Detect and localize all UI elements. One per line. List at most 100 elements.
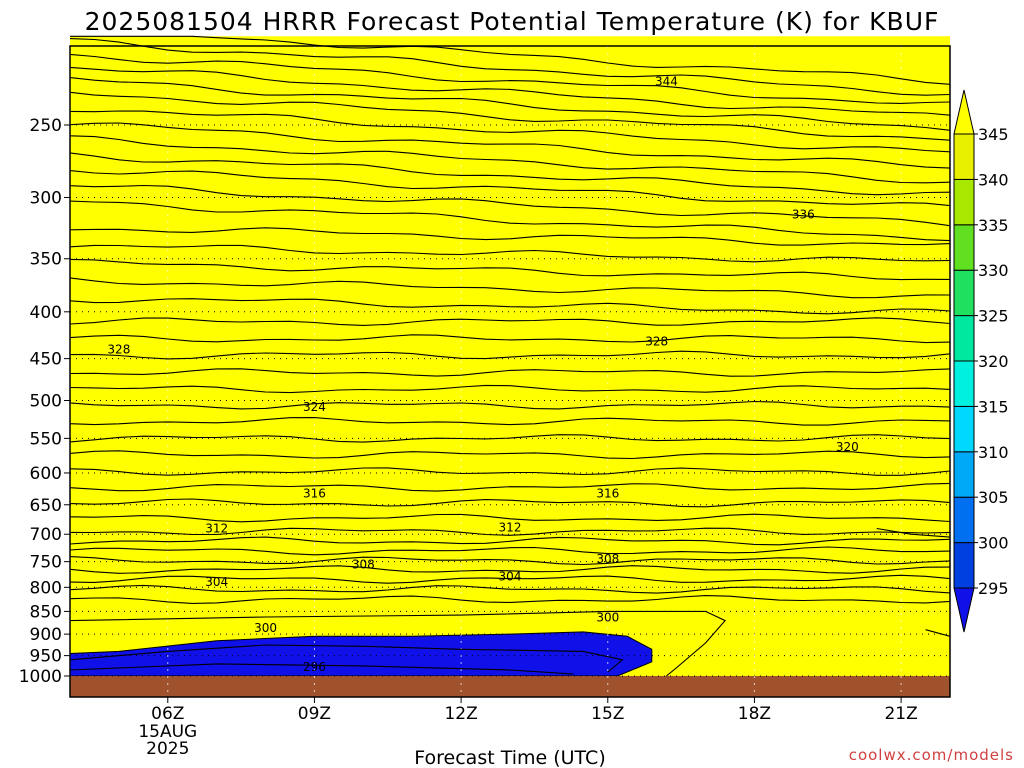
contour-line <box>69 135 951 184</box>
contour-line <box>69 556 951 566</box>
contour-line <box>69 450 951 460</box>
y-tick-label: 950 <box>30 647 62 667</box>
contour-line <box>69 110 951 153</box>
contour-line <box>69 400 951 410</box>
contour-line <box>69 258 951 281</box>
x-date-label: 2025 <box>146 739 189 759</box>
contour-line <box>69 91 951 141</box>
colorbar-label: 305 <box>978 488 1009 507</box>
contour-line <box>69 482 951 492</box>
contour-line <box>69 298 951 315</box>
theta-contours <box>69 35 951 677</box>
contour-line <box>69 536 951 546</box>
colorbar-label: 315 <box>978 397 1009 416</box>
colorbar-swatch <box>953 269 975 317</box>
y-tick-label: 450 <box>30 350 62 370</box>
plot-frame <box>69 45 951 698</box>
contour-line <box>69 417 951 426</box>
contour-label: 308 <box>352 557 375 571</box>
x-tick-label: 21Z <box>884 704 917 724</box>
contour-line <box>69 350 951 360</box>
y-tick-label: 850 <box>30 602 62 622</box>
colorbar-label: 340 <box>978 170 1009 189</box>
contour-line <box>69 595 951 604</box>
y-tick-label: 250 <box>30 116 62 136</box>
contour-line <box>69 467 951 476</box>
contour-line <box>69 227 951 246</box>
colorbar-arrow-top <box>953 89 975 135</box>
contour-label: 344 <box>655 74 678 88</box>
contour-label: 296 <box>303 660 326 674</box>
colorbar-label: 335 <box>978 216 1009 235</box>
x-tick-label: 15Z <box>591 704 624 724</box>
pressure-axis: 250 300 350 400 450 500 550 600 650 700 750 800 850 9… <box>19 116 70 687</box>
contour-line <box>69 277 951 299</box>
contour-line <box>69 513 951 523</box>
colorbar-label: 330 <box>978 261 1009 280</box>
colorbar-label: 345 <box>978 125 1009 144</box>
y-tick-label: 1000 <box>19 667 62 687</box>
contour-line <box>69 434 951 443</box>
x-axis-label: Forecast Time (UTC) <box>414 747 605 768</box>
contour-line <box>69 184 951 227</box>
colorbar-swatch <box>953 360 975 407</box>
colorbar: 295 300 305 310 315 320 325 330 335 340 345 <box>953 89 1009 633</box>
colorbar-swatch <box>953 451 975 498</box>
colorbar-swatch <box>953 178 975 226</box>
contour-line <box>70 35 951 85</box>
contour-label: 304 <box>499 570 522 584</box>
contour-label: 316 <box>596 487 619 501</box>
contour-line <box>69 368 951 377</box>
colorbar-swatch <box>953 496 975 544</box>
contour-label: 320 <box>836 440 859 454</box>
credit-text: coolwx.com/models <box>849 746 1014 764</box>
contour-line <box>69 152 951 196</box>
y-tick-label: 500 <box>30 392 62 412</box>
contour-label: 312 <box>205 522 228 536</box>
contour-label: 304 <box>205 575 228 589</box>
y-tick-label: 350 <box>30 250 62 270</box>
colorbar-swatch <box>953 224 975 271</box>
contour-line <box>876 527 951 538</box>
colorbar-label: 320 <box>978 352 1009 371</box>
contour-line <box>69 200 951 242</box>
contour-line <box>69 384 951 394</box>
colorbar-label: 325 <box>978 307 1009 326</box>
colorbar-arrow-bottom <box>953 587 975 633</box>
contour-label: 312 <box>499 520 522 534</box>
contour-label: 328 <box>107 343 130 357</box>
contour-line <box>69 498 951 508</box>
y-tick-label: 750 <box>30 553 62 573</box>
contour-line <box>69 170 951 207</box>
contour-label: 300 <box>254 621 277 635</box>
x-tick-label: 06Z <box>151 704 184 724</box>
contour-label: 324 <box>303 400 326 414</box>
contour-line <box>69 122 951 169</box>
contour-line <box>69 53 951 104</box>
y-tick-label: 400 <box>30 303 62 323</box>
contour-line <box>69 546 951 556</box>
colorbar-label: 295 <box>978 579 1009 598</box>
contour-line <box>69 244 951 263</box>
chart-title: 2025081504 HRRR Forecast Potential Tempe… <box>85 7 940 36</box>
contour-line <box>69 610 726 677</box>
x-tick-label: 18Z <box>738 704 771 724</box>
y-tick-label: 700 <box>30 525 62 545</box>
x-date-label: 15AUG <box>138 722 197 742</box>
contour-line <box>69 584 951 594</box>
y-tick-label: 900 <box>30 625 62 645</box>
colorbar-swatch <box>953 133 975 180</box>
y-tick-label: 550 <box>30 429 62 449</box>
colorbar-label: 310 <box>978 443 1009 462</box>
contour-label: 328 <box>645 334 668 348</box>
contour-labels: 344 336 328 328 324 320 316 316 312 312 308 308 304 3… <box>107 74 859 674</box>
colorbar-swatch <box>953 405 975 453</box>
contour-line <box>69 77 951 131</box>
y-tick-label: 600 <box>30 464 62 484</box>
contour-label: 300 <box>596 610 619 624</box>
x-tick-label: 12Z <box>444 704 477 724</box>
colorbar-swatch <box>953 315 975 362</box>
contour-line <box>69 565 951 574</box>
ground-surface <box>70 676 950 697</box>
